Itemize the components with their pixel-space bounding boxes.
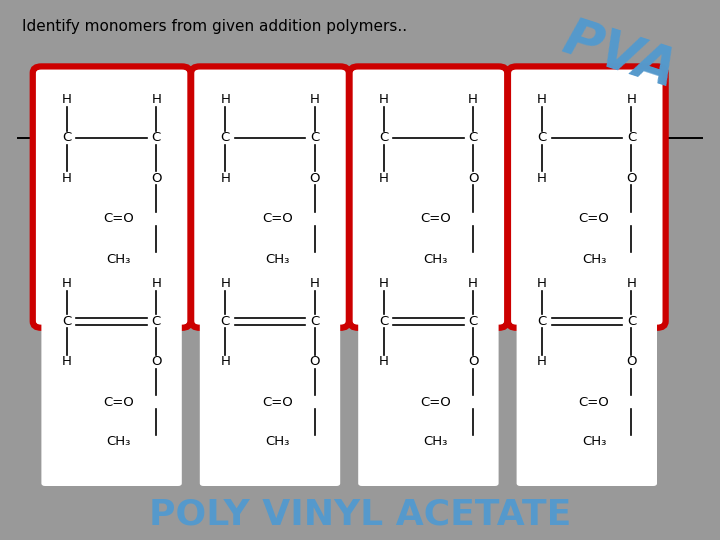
Text: C: C: [469, 131, 477, 144]
Text: C: C: [538, 131, 546, 144]
Text: H: H: [537, 277, 547, 290]
Text: H: H: [310, 93, 320, 106]
FancyBboxPatch shape: [42, 265, 181, 486]
Text: C: C: [63, 131, 71, 144]
FancyBboxPatch shape: [516, 265, 657, 486]
Text: C=O: C=O: [579, 396, 609, 409]
FancyBboxPatch shape: [199, 265, 340, 486]
Text: H: H: [220, 172, 230, 185]
Text: H: H: [468, 277, 478, 290]
Text: H: H: [220, 355, 230, 368]
Text: C: C: [221, 131, 230, 144]
Text: C: C: [310, 131, 319, 144]
Text: C: C: [379, 131, 388, 144]
Text: CH₃: CH₃: [265, 253, 289, 266]
Text: H: H: [537, 355, 547, 368]
Text: H: H: [468, 93, 478, 106]
Text: POLY VINYL ACETATE: POLY VINYL ACETATE: [149, 498, 571, 532]
FancyBboxPatch shape: [358, 265, 498, 486]
Text: CH₃: CH₃: [582, 253, 606, 266]
Text: O: O: [626, 355, 636, 368]
Text: C: C: [379, 315, 388, 328]
FancyBboxPatch shape: [33, 66, 190, 328]
Text: C=O: C=O: [262, 396, 292, 409]
Text: H: H: [62, 93, 72, 106]
Text: C=O: C=O: [104, 396, 134, 409]
Text: H: H: [626, 93, 636, 106]
Text: O: O: [151, 172, 161, 185]
Text: H: H: [626, 277, 636, 290]
Text: H: H: [379, 172, 389, 185]
Text: C=O: C=O: [420, 396, 451, 409]
Text: CH₃: CH₃: [107, 253, 131, 266]
Text: CH₃: CH₃: [582, 435, 606, 448]
Text: C: C: [221, 315, 230, 328]
Text: C: C: [310, 315, 319, 328]
Text: C: C: [152, 315, 161, 328]
Text: CH₃: CH₃: [107, 435, 131, 448]
FancyBboxPatch shape: [508, 66, 665, 328]
Text: H: H: [379, 355, 389, 368]
Text: H: H: [62, 172, 72, 185]
Text: CH₃: CH₃: [265, 435, 289, 448]
Text: CH₃: CH₃: [423, 253, 448, 266]
FancyBboxPatch shape: [191, 66, 348, 328]
Text: C=O: C=O: [420, 212, 451, 225]
Text: H: H: [310, 277, 320, 290]
Text: C: C: [63, 315, 71, 328]
Text: C: C: [152, 131, 161, 144]
Text: H: H: [151, 277, 161, 290]
Text: C=O: C=O: [104, 212, 134, 225]
Text: H: H: [62, 277, 72, 290]
Text: PVA: PVA: [557, 14, 684, 99]
Text: Identify monomers from given addition polymers..: Identify monomers from given addition po…: [22, 19, 407, 34]
Text: O: O: [468, 355, 478, 368]
Text: C: C: [538, 315, 546, 328]
FancyBboxPatch shape: [349, 66, 507, 328]
Text: H: H: [220, 93, 230, 106]
Text: C=O: C=O: [262, 212, 292, 225]
Text: H: H: [151, 93, 161, 106]
Text: H: H: [62, 355, 72, 368]
Text: CH₃: CH₃: [423, 435, 448, 448]
Text: O: O: [310, 355, 320, 368]
Text: H: H: [220, 277, 230, 290]
Text: C: C: [469, 315, 477, 328]
Text: H: H: [379, 277, 389, 290]
Text: O: O: [468, 172, 478, 185]
Text: O: O: [626, 172, 636, 185]
Text: C: C: [627, 131, 636, 144]
Text: O: O: [151, 355, 161, 368]
Text: H: H: [537, 93, 547, 106]
Text: H: H: [537, 172, 547, 185]
Text: C: C: [627, 315, 636, 328]
Text: C=O: C=O: [579, 212, 609, 225]
Text: H: H: [379, 93, 389, 106]
Text: O: O: [310, 172, 320, 185]
